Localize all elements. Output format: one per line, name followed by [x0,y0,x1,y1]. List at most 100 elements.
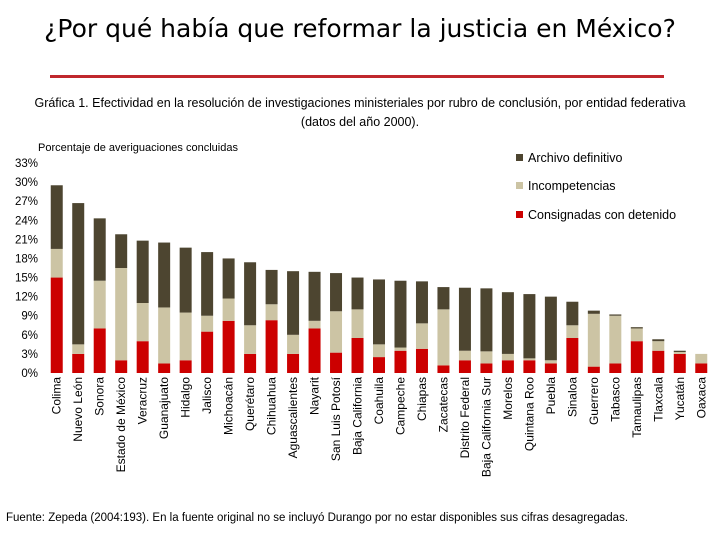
bar-incompetencias [115,268,128,361]
bar-incompetencias [330,311,343,353]
x-tick-label: Sinaloa [565,377,579,417]
bar-consignadas [437,365,450,373]
bar-consignadas [287,353,300,373]
slide-title: ¿Por qué había que reformar la justicia … [44,14,676,43]
bar-consignadas [50,277,63,373]
bar-incompetencias [287,334,300,354]
y-tick-label: 27% [15,196,38,208]
bar-consignadas [351,338,364,373]
y-tick-label: 30% [15,177,38,189]
x-tick-label: Puebla [544,377,558,415]
bar-consignadas [115,360,128,373]
bar-incompetencias [222,298,235,321]
bar-consignadas [695,363,708,373]
bar-archivo [523,294,536,359]
x-tick-label: Zacatecas [436,377,450,432]
y-tick-label: 3% [21,349,38,361]
bar-consignadas [415,348,428,373]
legend-swatch-incompetencias [516,182,523,189]
bar-consignadas [652,350,665,373]
bar-archivo [566,301,579,326]
bar-archivo [437,287,450,310]
x-tick-label: Estado de México [114,377,128,473]
bar-archivo [609,314,622,316]
x-tick-label: Tlaxcala [651,377,665,422]
bar-incompetencias [244,325,257,354]
y-axis-label: Porcentaje de averiguaciones concluidas [38,142,238,154]
x-tick-label: Nuevo León [71,377,85,442]
bar-archivo [201,252,214,316]
bar-consignadas [523,360,536,373]
bar-consignadas [501,360,514,373]
legend-item-archivo: Archivo definitivo [516,151,623,165]
bar-incompetencias [373,344,385,358]
x-tick-label: Nayarit [308,376,322,415]
bar-archivo [630,327,643,329]
x-tick-label: Baja California [351,377,365,455]
bar-archivo [222,258,235,299]
bar-incompetencias [566,325,579,338]
chart-caption: Gráfica 1. Efectividad en la resolución … [34,96,686,129]
x-tick-label: Tabasco [608,377,622,422]
bar-archivo [480,288,493,352]
x-tick-label: Aguascalientes [286,377,300,458]
y-tick-label: 9% [21,311,38,323]
x-tick-label: Colima [50,377,64,415]
legend-swatch-archivo [516,154,523,161]
bar-incompetencias [136,303,149,342]
source-note: Fuente: Zepeda (2004:193). En la fuente … [6,512,629,524]
bar-consignadas [330,352,343,373]
bar-consignadas [72,353,85,373]
x-tick-label: Michoacán [222,377,236,435]
bar-archivo [50,185,63,249]
bar-incompetencias [544,360,557,364]
x-tick-label: Guanajuato [157,377,171,439]
y-tick-label: 0% [21,368,38,380]
bar-consignadas [222,320,235,373]
x-tick-label: Coahuila [372,377,386,425]
x-tick-label: Quintana Roo [522,377,536,451]
bar-incompetencias [201,315,214,332]
bar-consignadas [673,353,686,373]
bar-archivo [179,247,192,313]
x-tick-label: Baja California Sur [479,377,493,477]
bar-incompetencias [351,309,364,338]
bar-incompetencias [394,347,407,351]
bar-incompetencias [630,328,643,342]
legend-label-archivo: Archivo definitivo [528,151,623,165]
legend-label-incompetencias: Incompetencias [528,179,616,193]
bar-consignadas [458,360,471,373]
bar-consignadas [265,320,278,373]
x-tick-label: Querétaro [243,377,257,431]
bar-archivo [458,287,471,351]
bar-consignadas [244,353,257,373]
x-tick-label: Jalisco [200,377,214,414]
bar-archivo [115,234,128,268]
y-tick-label: 6% [21,330,38,342]
legend-label-consignadas: Consignadas con detenido [528,208,677,222]
bar-consignadas [630,341,643,373]
x-tick-label: Guerrero [587,377,601,425]
bar-incompetencias [695,353,708,364]
bar-incompetencias [523,358,536,361]
bar-incompetencias [415,323,428,349]
bar-archivo [544,296,557,361]
x-tick-label: Hidalgo [179,377,193,418]
bar-consignadas [308,328,321,373]
y-tick-label: 21% [15,234,38,246]
bar-incompetencias [501,353,514,361]
bar-consignadas [136,341,149,373]
bar-consignadas [566,338,579,373]
x-tick-label: Distrito Federal [458,377,472,458]
legend-swatch-consignadas [516,211,523,218]
bar-incompetencias [458,350,471,361]
y-tick-label: 24% [15,215,38,227]
bar-incompetencias [72,344,85,354]
y-tick-label: 33% [15,158,38,170]
bar-archivo [136,240,149,303]
bar-archivo [72,203,85,345]
bar-incompetencias [609,315,622,364]
bar-archivo [158,242,171,308]
bar-archivo [287,271,300,335]
x-tick-label: Chiapas [415,377,429,421]
